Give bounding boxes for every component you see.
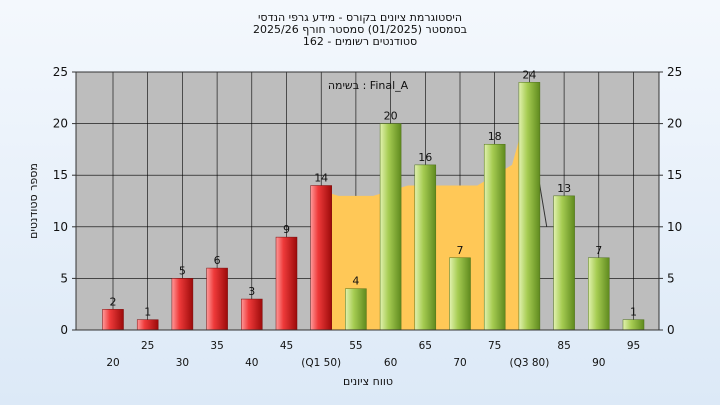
data-labels: 2 1 5 6 3 9 14 4 20 16 7 18 24 13 7 1 <box>110 68 638 318</box>
bar-70 <box>449 257 471 331</box>
y-axis-right: 0 5 10 15 20 25 <box>659 65 682 337</box>
x-tick-65: 65 <box>419 340 432 352</box>
bar-85 <box>553 195 575 331</box>
bar-30 <box>171 278 194 331</box>
data-label-65: 16 <box>418 151 432 164</box>
bars <box>102 82 645 331</box>
chart-title-line-2: בסמסטר (01/2025) סמסטר חורף 2025/26 <box>253 23 467 36</box>
bar-80 <box>518 82 541 331</box>
data-label-75: 18 <box>488 130 502 143</box>
data-label-55: 4 <box>352 275 359 288</box>
bar-25 <box>136 319 159 331</box>
bar-40 <box>241 298 263 331</box>
x-tick-35: 35 <box>210 340 223 352</box>
chart-title: היסטוגרמת ציונים בקורס - מידע גרפי הנדסי… <box>0 12 720 48</box>
bar-60 <box>379 123 402 331</box>
x-tick-70: 70 <box>453 357 466 369</box>
data-label-35: 6 <box>214 254 221 267</box>
x-tick-25: 25 <box>141 340 154 352</box>
bar-45 <box>275 236 298 331</box>
bar-95 <box>622 319 645 331</box>
x-axis: 20 25 30 35 40 45 (Q1 50) 55 60 65 70 75 (Q3 80) 85 90… <box>106 340 640 369</box>
data-label-25: 1 <box>144 306 151 319</box>
bar-90 <box>588 257 610 331</box>
y-axis-label: מספר סטודנטים <box>27 163 40 239</box>
y-tick-left-0: 0 <box>60 323 68 337</box>
y-tick-right-15: 15 <box>667 168 682 182</box>
bar-55 <box>345 288 367 331</box>
data-label-20: 2 <box>110 295 117 308</box>
bar-50 <box>310 185 332 331</box>
y-tick-right-5: 5 <box>667 271 675 285</box>
x-tick-60: 60 <box>384 357 397 369</box>
y-tick-right-10: 10 <box>667 220 682 234</box>
chart-title-line-1: היסטוגרמת ציונים בקורס - מידע גרפי הנדסי <box>257 11 463 24</box>
y-tick-left-5: 5 <box>60 271 68 285</box>
x-tick-40: 40 <box>245 357 258 369</box>
x-tick-30: 30 <box>176 357 189 369</box>
data-label-90: 7 <box>595 244 602 257</box>
x-tick-75: 75 <box>488 340 501 352</box>
y-tick-left-20: 20 <box>53 117 68 131</box>
data-label-60: 20 <box>384 110 398 123</box>
x-tick-80: (Q3 80) <box>509 357 549 369</box>
y-tick-left-10: 10 <box>53 220 68 234</box>
data-label-50: 14 <box>314 172 328 185</box>
x-tick-85: 85 <box>557 340 570 352</box>
bar-75 <box>483 143 506 331</box>
x-axis-label: טווח ציונים <box>343 375 393 388</box>
data-label-30: 5 <box>179 264 186 277</box>
bar-35 <box>206 267 228 331</box>
y-tick-left-15: 15 <box>53 168 68 182</box>
x-tick-95: 95 <box>627 340 640 352</box>
x-tick-55: 55 <box>349 340 362 352</box>
data-label-70: 7 <box>457 244 464 257</box>
data-label-80: 24 <box>522 68 536 81</box>
bar-20 <box>102 309 124 331</box>
y-tick-right-25: 25 <box>667 65 682 79</box>
x-tick-50: (Q1 50) <box>301 357 341 369</box>
series-annotation: בשימה : Final_A <box>328 79 409 92</box>
y-tick-right-0: 0 <box>667 323 675 337</box>
data-label-85: 13 <box>557 182 571 195</box>
y-axis-left: 0 5 10 15 20 25 <box>53 65 76 337</box>
data-label-45: 9 <box>283 223 290 236</box>
bar-65 <box>414 164 437 331</box>
x-tick-45: 45 <box>280 340 293 352</box>
data-label-95: 1 <box>630 306 637 319</box>
x-tick-90: 90 <box>592 357 605 369</box>
y-tick-right-20: 20 <box>667 117 682 131</box>
y-tick-left-25: 25 <box>53 65 68 79</box>
x-tick-20: 20 <box>106 357 119 369</box>
chart-title-line-3: 162 - סטודנטים רשומים <box>302 35 418 48</box>
data-label-40: 3 <box>248 285 255 298</box>
plot-border <box>75 71 660 331</box>
